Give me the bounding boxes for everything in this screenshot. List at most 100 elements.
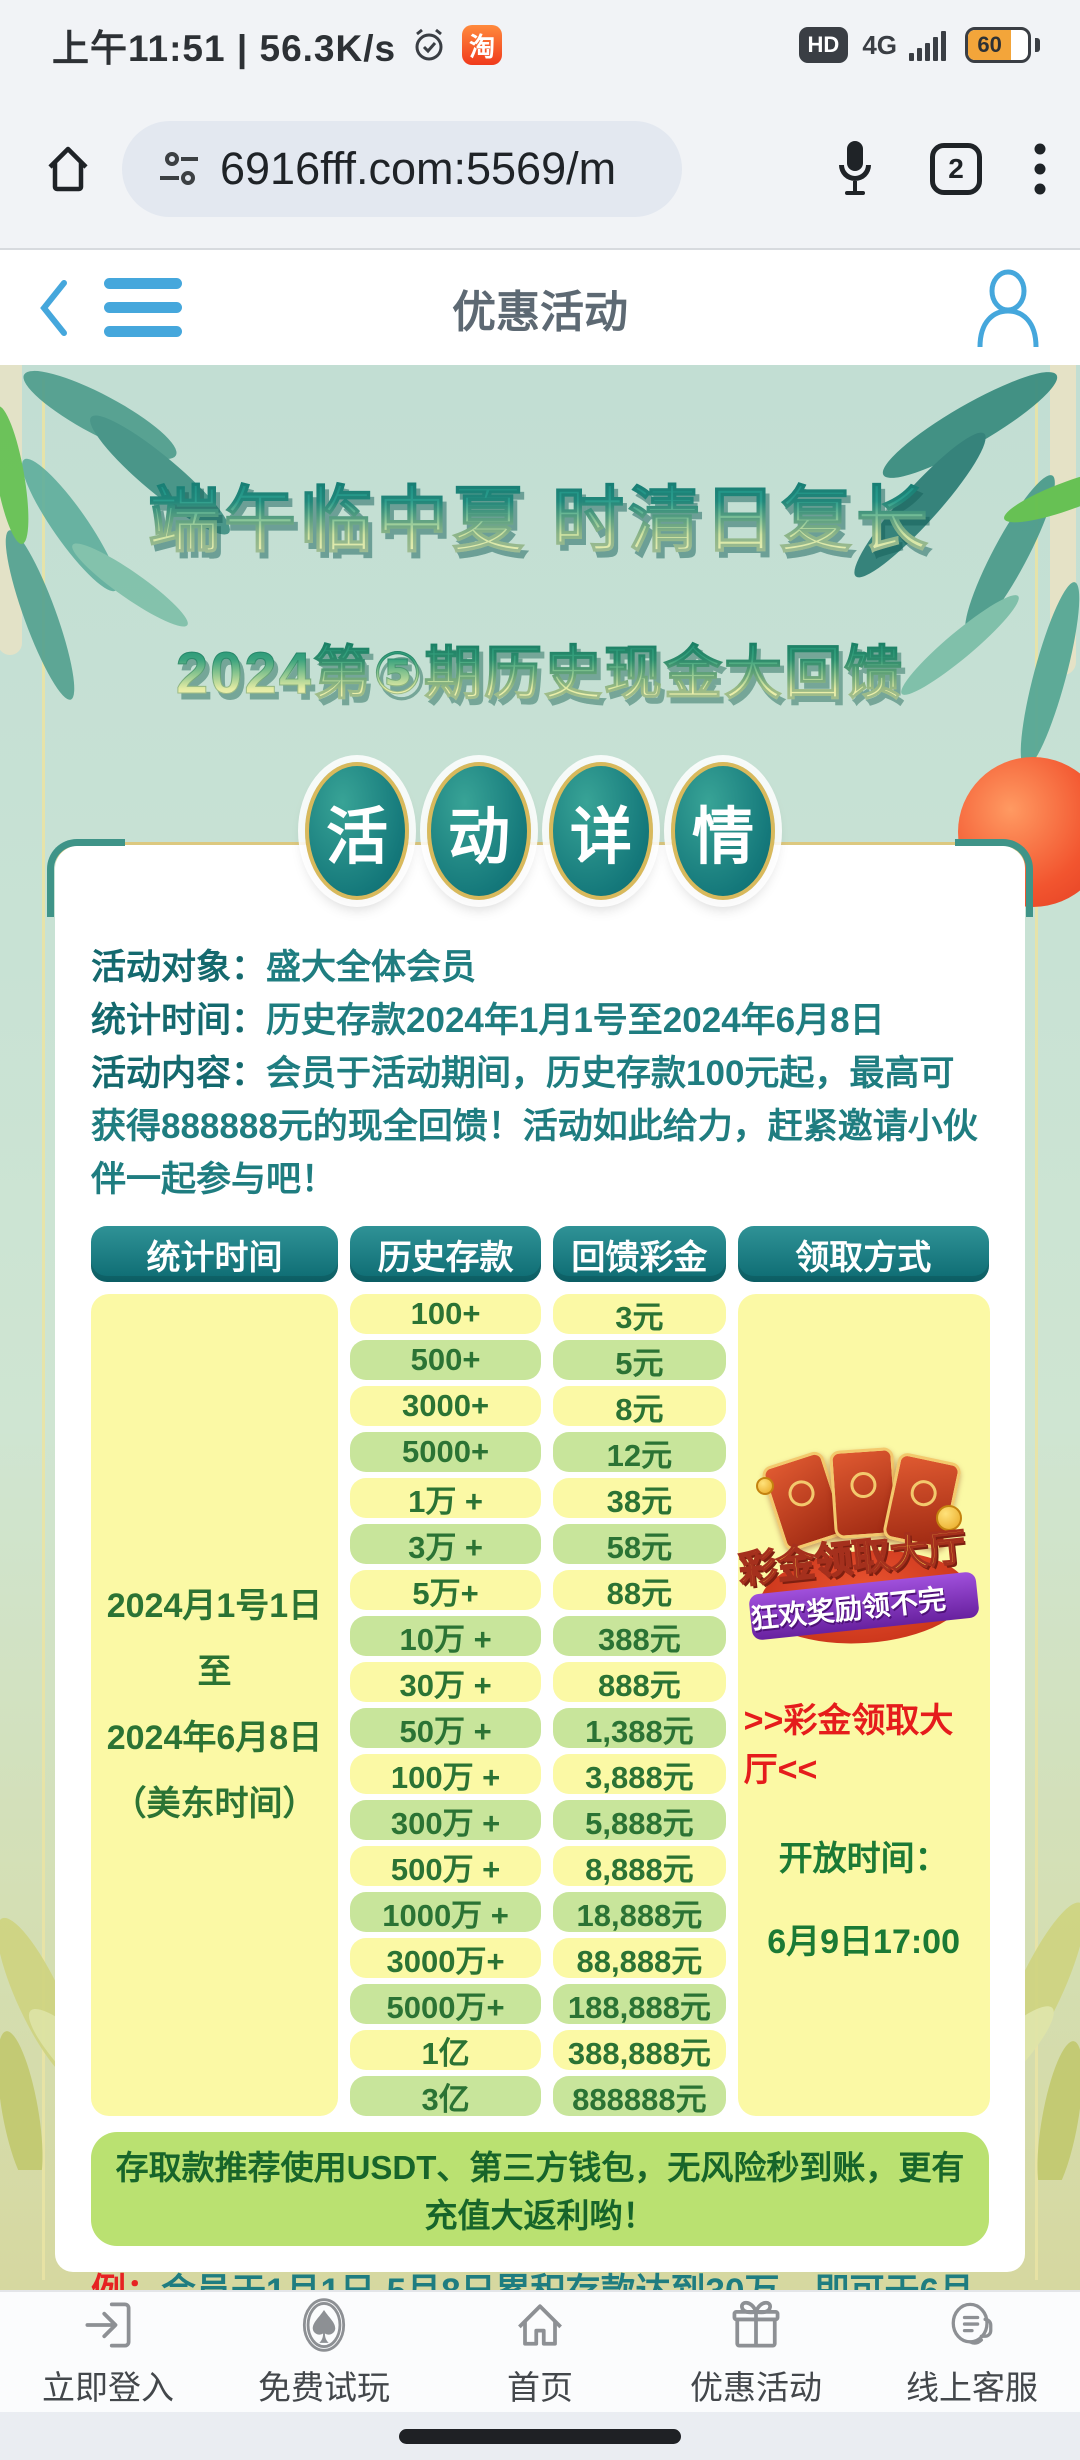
nav-label: 立即登入: [42, 2369, 174, 2406]
intro-line: 活动对象：盛大全体会员: [91, 941, 989, 994]
nav-label: 线上客服: [906, 2369, 1038, 2406]
tab-switcher[interactable]: 2: [930, 143, 982, 195]
deposit-cell: 3亿: [349, 2076, 542, 2117]
nav-item-home[interactable]: 首页: [432, 2292, 648, 2412]
banner-title: 端午临中夏 时清日复长: [0, 461, 1080, 566]
url-text[interactable]: 6916fff.com:5569/m: [220, 143, 617, 194]
intro-text: 历史存款2024年1月1号至2024年6月8日: [266, 1001, 885, 1040]
bonus-table: 统计时间 历史存款 回馈彩金 领取方式 2024月1号1日 至 2024年6月8…: [91, 1226, 990, 2117]
period-line: 2024年6月8日: [106, 1719, 323, 1757]
bonus-cell: 8,888元: [553, 1846, 726, 1887]
hd-icon: HD: [798, 27, 849, 63]
table-body: 2024月1号1日 至 2024年6月8日 （美东时间） 100+ 500+ 3…: [91, 1294, 990, 2117]
promo-page: 端午临中夏 时清日复长 2024第⑤期历史现金大回馈 活 动 详 情 活动对象：…: [0, 365, 1080, 2290]
bonus-cell: 188,888元: [553, 1984, 726, 2025]
battery-cap: [1035, 38, 1040, 52]
deposit-cell: 300万 +: [349, 1800, 542, 1841]
signal-icon: [907, 27, 951, 63]
mic-icon[interactable]: [832, 139, 878, 199]
column-header: 统计时间: [91, 1226, 338, 1282]
activity-intro: 活动对象：盛大全体会员 统计时间：历史存款2024年1月1号至2024年6月8日…: [91, 941, 989, 1206]
app-header: 优惠活动: [0, 250, 1080, 365]
bonus-cell: 888888元: [553, 2076, 726, 2117]
nav-item-free-play[interactable]: 免费试玩: [216, 2292, 432, 2412]
browser-menu-icon[interactable]: [1034, 141, 1046, 197]
column-header: 历史存款: [349, 1226, 542, 1282]
profile-icon[interactable]: [972, 267, 1044, 349]
deposit-cell: 10万 +: [349, 1616, 542, 1657]
bottom-nav: 立即登入 免费试玩 首页 优惠活动 线上客服: [0, 2290, 1080, 2412]
browser-toolbar: 6916fff.com:5569/m 2: [0, 90, 1080, 250]
bonus-cell: 38元: [553, 1478, 726, 1519]
frame-line-left: [42, 379, 45, 2280]
bonus-cell: 88,888元: [553, 1938, 726, 1979]
bonus-column: 3元 5元 8元 12元 38元 58元 88元 388元 888元 1,388…: [553, 1294, 726, 2117]
deposit-cell: 5000+: [349, 1432, 542, 1472]
nav-label: 优惠活动: [690, 2369, 822, 2406]
nav-item-promotions[interactable]: 优惠活动: [648, 2292, 864, 2412]
site-settings-icon[interactable]: [156, 146, 202, 192]
bonus-cell: 18,888元: [553, 1892, 726, 1933]
browser-home-icon[interactable]: [40, 141, 96, 197]
gift-icon: [726, 2295, 786, 2355]
nav-item-support[interactable]: 线上客服: [864, 2292, 1080, 2412]
bamboo-leaves-left: [0, 365, 230, 700]
nav-item-login[interactable]: 立即登入: [0, 2292, 216, 2412]
page-title: 优惠活动: [452, 287, 628, 337]
usdt-note: 存取款推荐使用USDT、第三方钱包，无风险秒到账，更有充值大返利哟！: [91, 2132, 989, 2246]
battery-percent: 60: [977, 32, 1002, 57]
bonus-hall-link[interactable]: >>彩金领取大厅<<: [743, 1702, 954, 1789]
bonus-hall-art: 彩金领取大厅 狂欢奖励领不完: [736, 1446, 984, 1659]
login-icon: [78, 2295, 138, 2355]
bonus-cell: 388元: [553, 1616, 726, 1657]
period-line: （美东时间）: [112, 1785, 317, 1823]
deposit-cell: 1亿: [349, 2030, 542, 2071]
intro-line: 活动内容：会员于活动期间，历史存款100元起，最高可获得888888元的现全回馈…: [91, 1047, 989, 1206]
intro-text: 会员于活动期间，历史存款100元起，最高可获得888888元的现全回馈！活动如此…: [91, 1054, 978, 1199]
table-header-row: 统计时间 历史存款 回馈彩金 领取方式: [91, 1226, 989, 1282]
bonus-cell: 3,888元: [553, 1754, 726, 1795]
bonus-cell: 58元: [553, 1524, 726, 1565]
deposit-cell: 3万 +: [349, 1524, 542, 1565]
gesture-bar-area: [0, 2412, 1080, 2460]
period-line: 2024月1号1日: [106, 1587, 323, 1625]
bonus-cell: 888元: [553, 1662, 726, 1703]
alarm-icon: [410, 26, 448, 64]
open-time-label: 开放时间：: [778, 1840, 949, 1878]
taobao-icon: 淘: [462, 25, 503, 65]
deposit-cell: 500万 +: [349, 1846, 542, 1887]
activity-detail-badges: 活 动 详 情: [0, 762, 1080, 900]
deposit-cell: 50万 +: [349, 1708, 542, 1749]
bonus-cell: 88元: [553, 1570, 726, 1611]
activity-card: 活动对象：盛大全体会员 统计时间：历史存款2024年1月1号至2024年6月8日…: [47, 839, 1033, 2290]
nav-label: 首页: [507, 2369, 573, 2406]
deposit-cell: 3000+: [349, 1386, 542, 1426]
badge-char: 详: [549, 762, 653, 900]
spade-icon: [294, 2295, 354, 2355]
column-header: 领取方式: [737, 1226, 989, 1282]
coin-icon: [755, 1477, 774, 1495]
bonus-cell: 1,388元: [553, 1708, 726, 1749]
intro-label: 活动对象：: [91, 948, 267, 987]
example-note: 例：会员于1月1日-5月8日累积存款达到30万，即可于6月9日17:00即可获得…: [91, 2266, 989, 2290]
menu-icon[interactable]: [104, 278, 182, 337]
network-type: 4G: [862, 29, 897, 60]
home-indicator[interactable]: [399, 2428, 681, 2444]
nav-label: 免费试玩: [258, 2369, 390, 2406]
deposit-cell: 1000万 +: [349, 1892, 542, 1933]
bonus-cell: 3元: [553, 1294, 726, 1335]
customer-service-icon: [942, 2295, 1002, 2355]
url-bar[interactable]: 6916fff.com:5569/m: [122, 121, 682, 217]
back-icon[interactable]: [36, 277, 70, 339]
bonus-cell: 12元: [553, 1432, 726, 1473]
card-corner-ornament: [47, 839, 125, 917]
open-time-value: 6月9日17:00: [767, 1923, 960, 1961]
frame-line-right: [1035, 379, 1038, 2280]
deposit-cell: 100万 +: [349, 1754, 542, 1795]
deposit-cell: 5万+: [349, 1570, 542, 1611]
intro-line: 统计时间：历史存款2024年1月1号至2024年6月8日: [91, 994, 989, 1047]
claim-cell: 彩金领取大厅 狂欢奖励领不完 >>彩金领取大厅<< 开放时间： 6月9日17:0…: [736, 1294, 990, 2116]
column-header: 回馈彩金: [553, 1226, 726, 1282]
deposit-cell: 30万 +: [349, 1662, 542, 1703]
